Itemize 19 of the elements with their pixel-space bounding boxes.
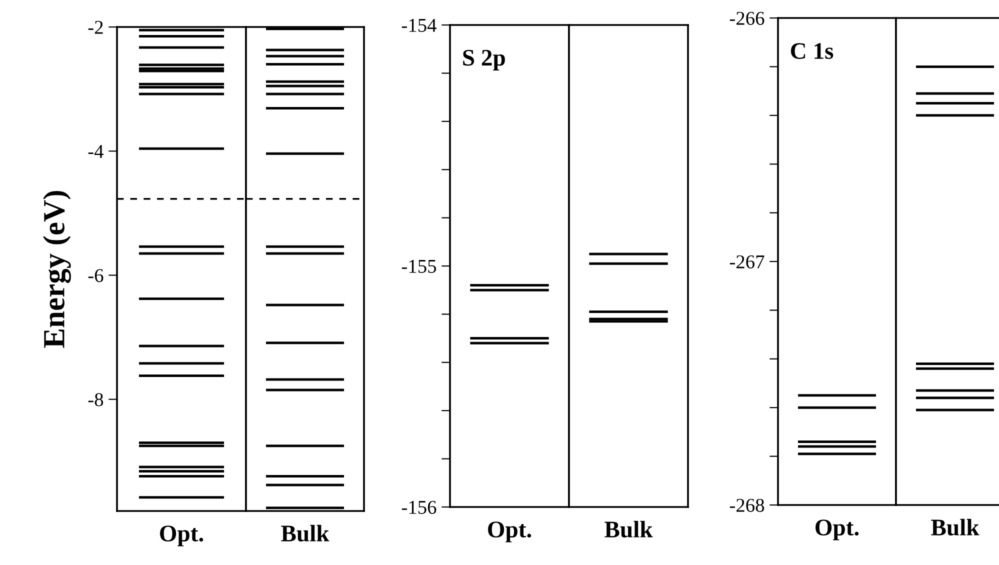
x-tick-label: Opt. — [160, 526, 204, 546]
y-tick-label: -8 — [88, 393, 104, 406]
y-tick-label: -6 — [88, 269, 104, 282]
y-tick-label: -266 — [730, 12, 764, 25]
x-tick-label: Bulk — [931, 518, 980, 536]
y-tick-label: -155 — [402, 260, 436, 273]
y-tick-label: -154 — [402, 18, 436, 32]
y-tick-label: -4 — [88, 145, 104, 158]
annotation: C 1s — [790, 43, 834, 59]
x-tick-label: Opt. — [816, 520, 859, 540]
y-axis-title: Energy (eV) — [42, 191, 71, 348]
y-tick-label: -267 — [730, 255, 764, 268]
x-tick-label: Bulk — [281, 524, 330, 542]
y-tick-label: -156 — [402, 500, 436, 514]
annotation: S 2p — [463, 50, 505, 71]
x-tick-label: Opt. — [488, 522, 532, 542]
x-tick-label: Bulk — [604, 520, 653, 538]
y-tick-label: -2 — [88, 20, 103, 34]
y-tick-label: -268 — [730, 498, 764, 512]
